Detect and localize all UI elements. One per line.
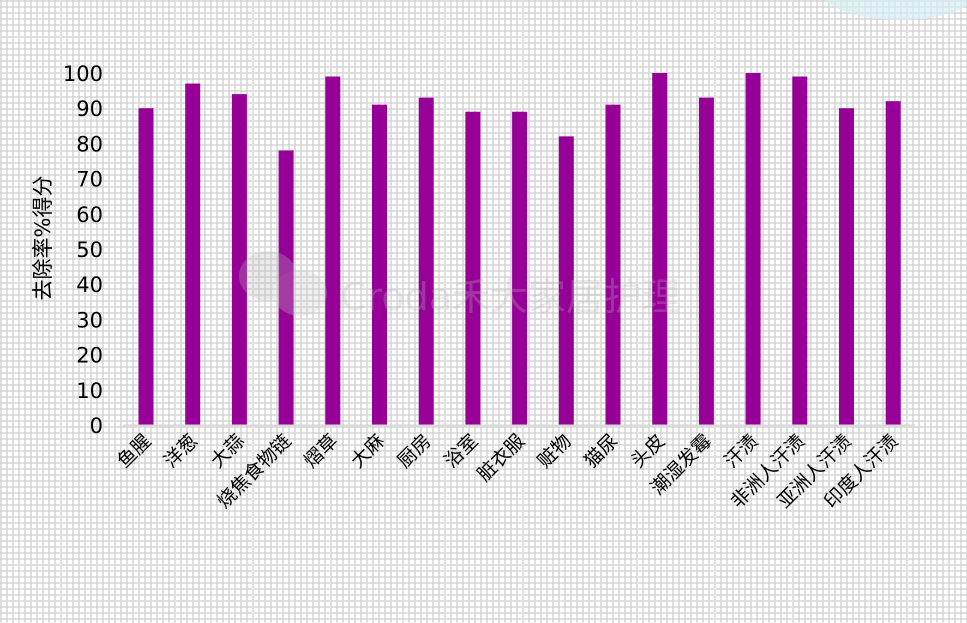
y-tick-label: 60 [76,203,103,227]
y-tick-label: 0 [90,414,103,438]
y-tick-label: 20 [76,344,103,368]
x-tick-label: 大麻 [347,430,389,472]
x-tick-label: 浴室 [440,430,482,472]
bar [138,108,154,425]
watermark: Croda禾大家居护理 [239,251,680,319]
y-axis-label: 去除率%得分 [31,176,55,301]
x-tick-label: 厨房 [393,430,435,472]
x-tick-label: 熠草 [300,430,342,472]
watermark-text: Croda禾大家居护理 [340,275,680,319]
bar [745,73,761,425]
y-tick-label: 50 [76,238,103,262]
bar [698,97,714,425]
y-tick-label: 70 [76,168,103,192]
bar [372,104,387,426]
bar [465,111,481,425]
bar [278,150,294,425]
bar [605,104,621,426]
y-tick-label: 30 [76,308,103,332]
y-tick-label: 90 [76,97,103,121]
x-tick-label: 脏衣服 [473,430,529,486]
y-tick-label: 40 [76,273,103,297]
x-tick-label: 洋葱 [160,430,202,472]
y-tick-label: 10 [76,379,103,403]
y-tick-label: 100 [63,62,103,86]
bar [418,97,434,425]
bar [792,76,808,426]
bar [512,111,528,425]
decorative-blob [824,0,967,20]
bar [325,76,341,426]
bar [885,101,901,425]
x-tick-label: 鱼腥 [113,430,155,472]
x-tick-label: 头皮 [627,430,669,472]
bar [558,136,574,426]
y-tick-label: 80 [76,132,103,156]
bar [839,108,854,425]
bar [185,83,201,425]
x-tick-label: 赃物 [533,430,575,472]
x-tick-label: 大蒜 [206,430,248,472]
bar [652,73,668,425]
x-tick-label: 猫尿 [580,430,622,472]
bar [231,94,247,426]
x-tick-label: 汗渍 [720,430,762,472]
